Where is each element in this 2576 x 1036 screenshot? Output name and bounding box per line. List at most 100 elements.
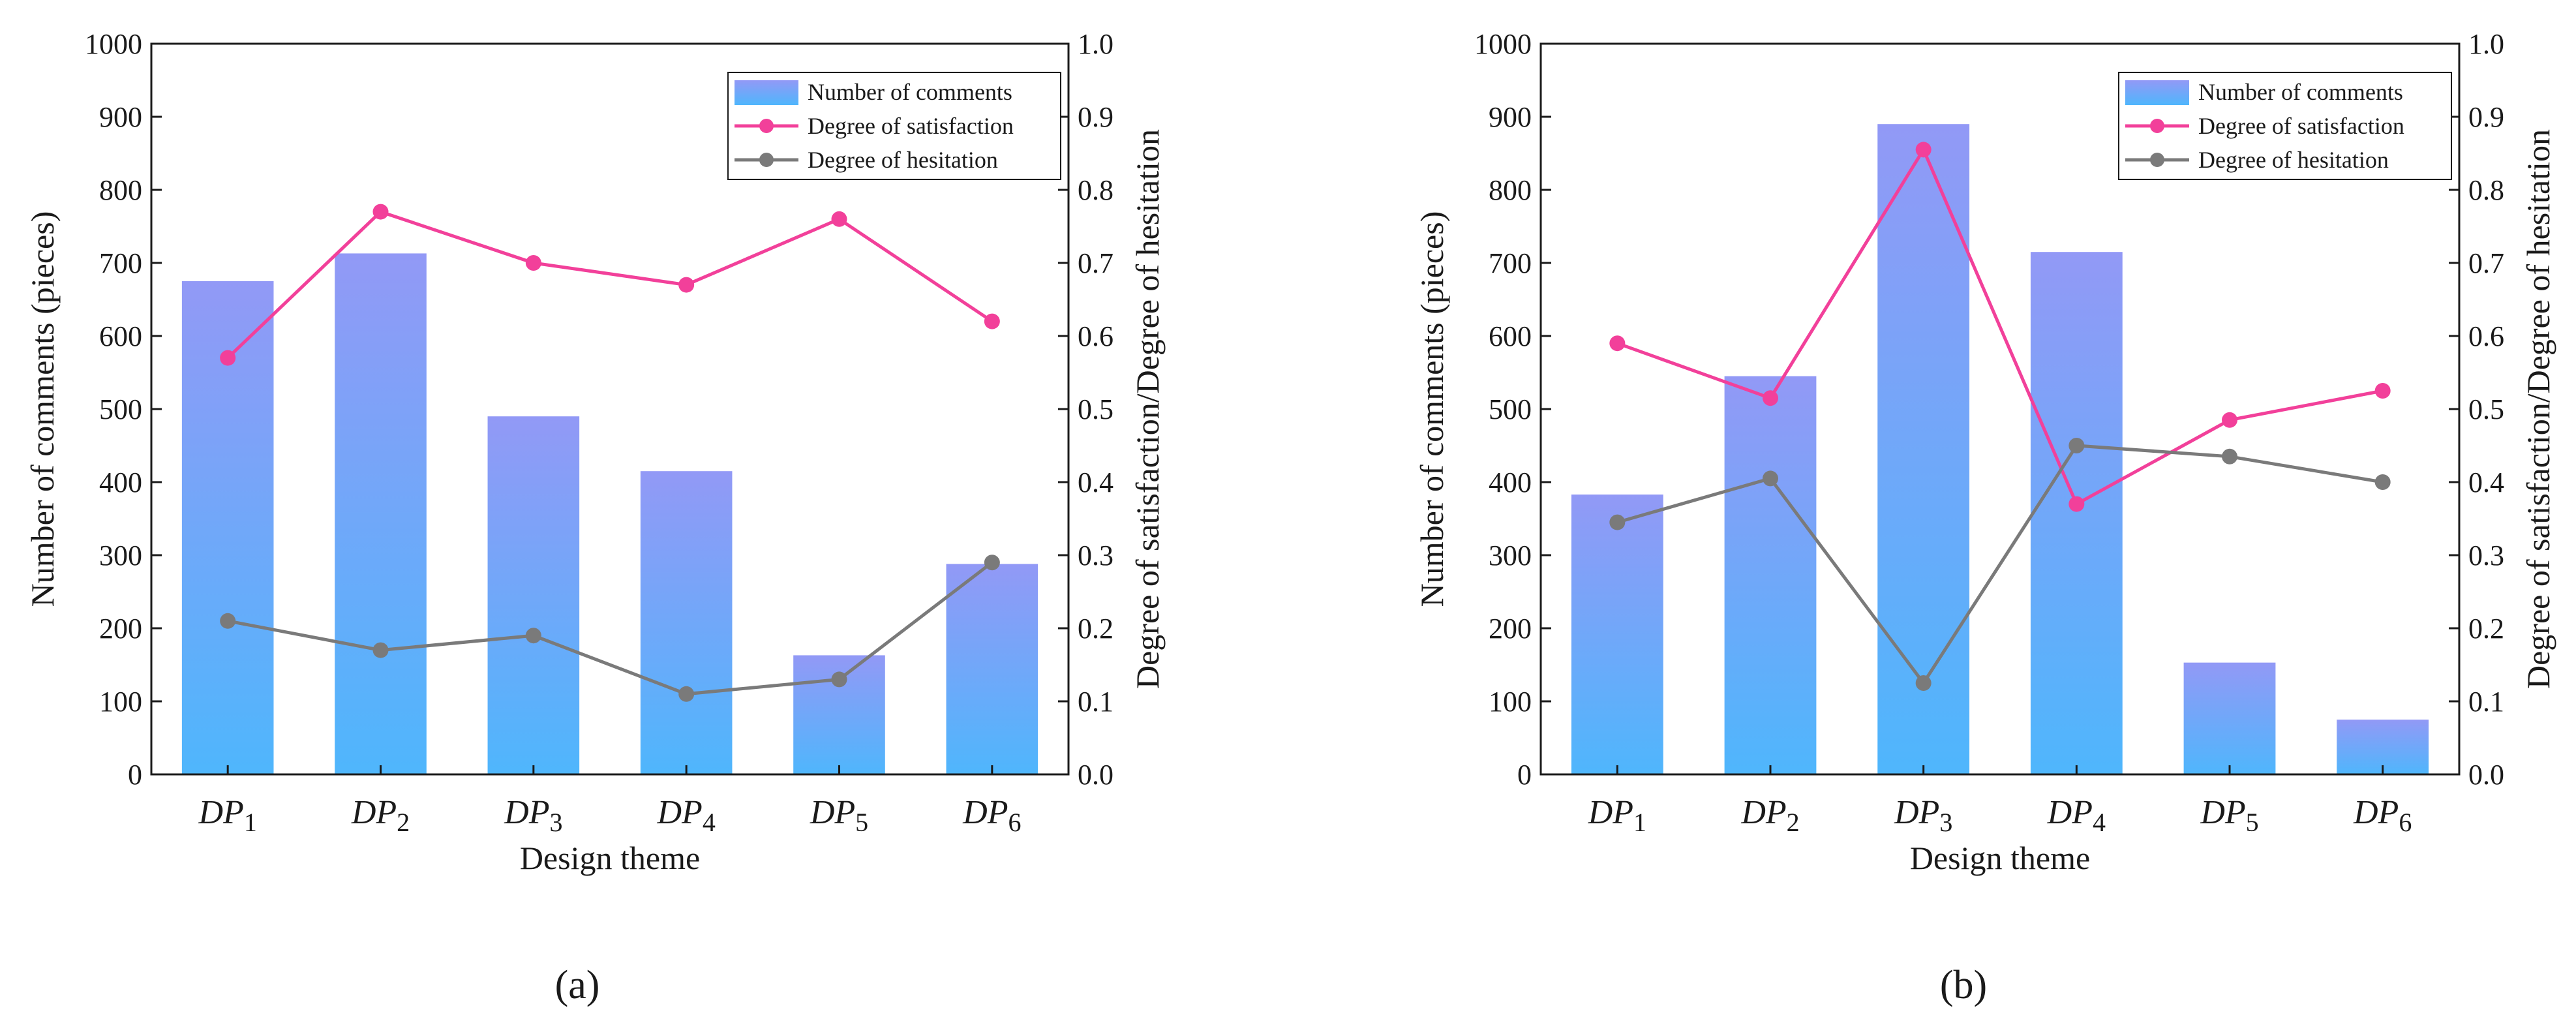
- y-tick-label: 800: [1489, 174, 1532, 206]
- line-series: [220, 204, 1000, 702]
- tick-labels: 0 100 200 300 400 500 600 700 800 900 1000 0.0 0.1 0.…: [1474, 28, 2504, 791]
- satisfaction-point-dp4: [678, 277, 695, 293]
- y2-tick-label: 0.9: [1078, 101, 1114, 133]
- y2-tick-label: 1.0: [2468, 28, 2504, 60]
- x-tick-label-dp2: DP2: [1740, 794, 1799, 837]
- legend-label-satisfaction: Degree of satisfaction: [808, 113, 1014, 139]
- y2-tick-label: 0.1: [2468, 686, 2504, 718]
- y-tick-label: 300: [1489, 540, 1532, 571]
- bar-series: [181, 253, 1038, 774]
- y2-tick-label: 0.6: [1078, 320, 1114, 352]
- y-tick-label: 0: [1517, 759, 1532, 791]
- satisfaction-point-dp6: [984, 313, 1000, 329]
- legend-label-hesitation: Degree of hesitation: [808, 147, 998, 173]
- hesitation-point-dp4: [2068, 438, 2085, 453]
- y2-tick-label: 0.0: [1078, 759, 1114, 791]
- x-tick-label-dp5: DP5: [2200, 794, 2258, 837]
- legend-bar-swatch: [735, 80, 798, 105]
- x-tick-label-dp6: DP6: [2353, 794, 2412, 837]
- hesitation-point-dp2: [372, 642, 389, 658]
- bar-dp4: [640, 471, 733, 774]
- legend-hesitation-marker: [759, 153, 774, 167]
- chart-panel-b: 0 100 200 300 400 500 600 700 800 900 1000 0.0 0.1 0.…: [1414, 28, 2556, 876]
- y-tick-label: 400: [99, 466, 142, 498]
- satisfaction-point-dp3: [525, 255, 541, 271]
- legend: Number of comments Degree of satisfactio…: [2118, 72, 2452, 180]
- hesitation-point-dp3: [1915, 675, 1932, 691]
- y-tick-label: 200: [99, 613, 142, 645]
- caption-a: (a): [555, 963, 600, 1007]
- bar-dp4: [2030, 252, 2123, 774]
- tick-labels: 0 100 200 300 400 500 600 700 800 900 1000 0.0 0.1 0.…: [85, 28, 1114, 791]
- y-tick-label: 100: [99, 686, 142, 718]
- x-tick-label-dp1: DP1: [198, 794, 257, 837]
- legend: Number of comments Degree of satisfactio…: [727, 72, 1061, 180]
- x-tick-label-dp4: DP4: [2047, 794, 2106, 837]
- y2-tick-label: 0.9: [2468, 101, 2504, 133]
- y-tick-label: 900: [1489, 101, 1532, 133]
- hesitation-point-dp5: [2222, 448, 2237, 465]
- satisfaction-point-dp5: [831, 211, 847, 227]
- y2-tick-label: 0.2: [1078, 613, 1114, 645]
- legend-hesitation-marker: [2150, 153, 2164, 167]
- x-axis-title: Design theme: [1910, 840, 2090, 876]
- bar-series: [1571, 124, 2429, 774]
- y-tick-label: 500: [1489, 393, 1532, 425]
- satisfaction-point-dp2: [1763, 390, 1778, 406]
- hesitation-line: [227, 561, 993, 696]
- y2-axis-title: Degree of satisfaction/Degree of hesitat…: [1129, 129, 1166, 689]
- y2-tick-label: 0.0: [2468, 759, 2504, 791]
- x-tick-label-dp1: DP1: [1588, 794, 1646, 837]
- y-tick-label: 700: [99, 247, 142, 279]
- caption-b: (b): [1940, 963, 1987, 1007]
- y-axis-title: Number of comments (pieces): [24, 211, 61, 607]
- x-tick-label-dp4: DP4: [657, 794, 716, 837]
- satisfaction-point-dp1: [220, 350, 236, 366]
- y2-tick-label: 0.6: [2468, 320, 2504, 352]
- bar-dp1: [1571, 495, 1663, 774]
- chart-panel-a: 0 100 200 300 400 500 600 700 800 900 1000 0.0 0.1 0.…: [24, 28, 1166, 876]
- hesitation-point-dp1: [220, 613, 236, 629]
- y-tick-label: 500: [99, 393, 142, 425]
- satisfaction-point-dp1: [1609, 335, 1626, 352]
- x-tick-label-dp3: DP3: [1894, 794, 1952, 837]
- legend-satisfaction-marker: [759, 119, 774, 133]
- satisfaction-point-dp2: [372, 204, 389, 220]
- satisfaction-point-dp5: [2222, 412, 2237, 428]
- x-axis-title: Design theme: [520, 840, 700, 876]
- y2-axis-title: Degree of satisfaction/Degree of hesitat…: [2520, 129, 2556, 689]
- hesitation-point-dp6: [2374, 474, 2391, 490]
- y2-tick-label: 1.0: [1078, 28, 1114, 60]
- y-tick-label: 0: [128, 759, 142, 791]
- hesitation-point-dp5: [831, 671, 847, 688]
- legend-satisfaction-marker: [2150, 119, 2164, 133]
- x-tick-label-dp3: DP3: [504, 794, 562, 837]
- y2-tick-label: 0.8: [1078, 174, 1114, 206]
- y-tick-label: 1000: [1474, 28, 1532, 60]
- y2-tick-label: 0.3: [1078, 540, 1114, 571]
- y2-tick-label: 0.7: [2468, 247, 2504, 279]
- bar-dp5: [2183, 662, 2276, 774]
- bar-dp6: [946, 564, 1038, 774]
- axes: [1539, 42, 2461, 776]
- y2-tick-label: 0.7: [1078, 247, 1114, 279]
- y2-tick-label: 0.4: [2468, 466, 2504, 498]
- y-tick-label: 600: [1489, 320, 1532, 352]
- legend-label-satisfaction: Degree of satisfaction: [2198, 113, 2404, 139]
- legend-bar-swatch: [2125, 80, 2189, 105]
- axes: [150, 42, 1070, 776]
- satisfaction-point-dp3: [1915, 142, 1932, 158]
- y-tick-label: 400: [1489, 466, 1532, 498]
- satisfaction-point-dp6: [2374, 383, 2391, 399]
- hesitation-point-dp1: [1609, 514, 1626, 530]
- y-tick-label: 800: [99, 174, 142, 206]
- x-tick-labels: DP1 DP2 DP3 DP4 DP5 DP6: [1588, 794, 2412, 837]
- legend-label-hesitation: Degree of hesitation: [2198, 147, 2389, 173]
- y-tick-label: 100: [1489, 686, 1532, 718]
- x-tick-label-dp5: DP5: [810, 794, 868, 837]
- y2-tick-label: 0.4: [1078, 466, 1114, 498]
- y2-tick-label: 0.1: [1078, 686, 1114, 718]
- legend-label-comments: Number of comments: [2198, 79, 2403, 105]
- hesitation-point-dp3: [525, 628, 541, 644]
